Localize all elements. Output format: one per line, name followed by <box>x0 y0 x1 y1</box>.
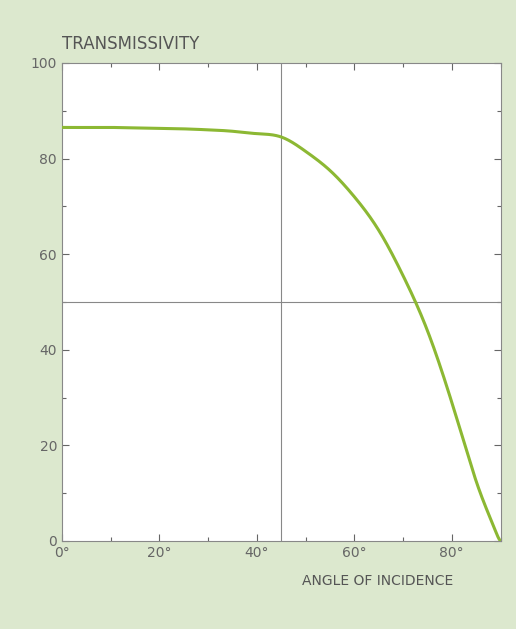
Text: TRANSMISSIVITY: TRANSMISSIVITY <box>62 35 199 53</box>
X-axis label: ANGLE OF INCIDENCE: ANGLE OF INCIDENCE <box>302 574 454 588</box>
